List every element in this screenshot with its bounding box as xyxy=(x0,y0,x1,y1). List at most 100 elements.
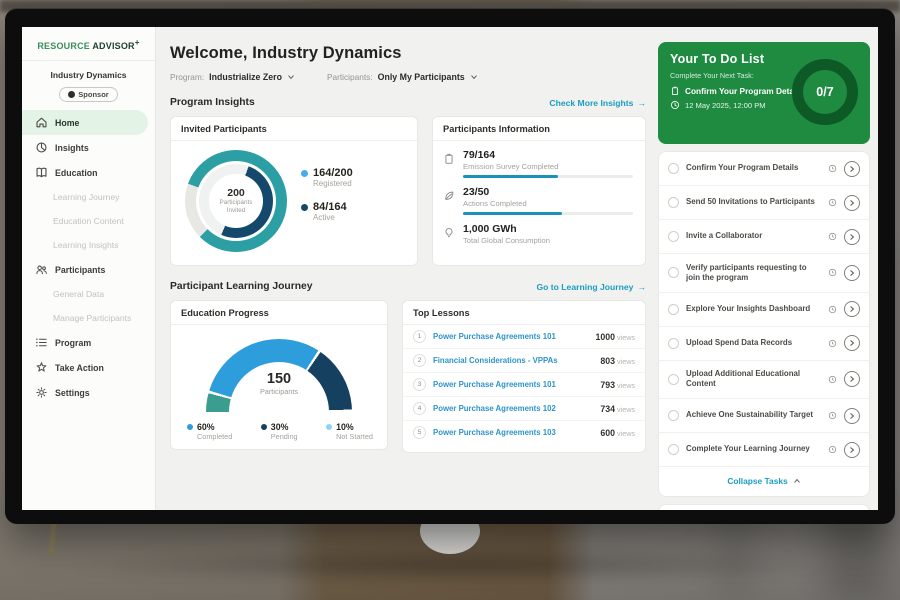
sidebar-item-education-content[interactable]: Education Content xyxy=(22,209,155,233)
book-icon xyxy=(35,166,48,179)
todo-task-list-card: Confirm Your Program Details Send 50 Inv… xyxy=(658,151,870,498)
task-row-complete-learning-journey[interactable]: Complete Your Learning Journey xyxy=(659,433,869,468)
chevron-right-icon[interactable] xyxy=(844,441,860,458)
legend-item-active: 84/164 Active xyxy=(301,201,353,222)
chevron-right-icon[interactable] xyxy=(844,228,860,245)
lesson-link[interactable]: Power Purchase Agreements 101 xyxy=(433,332,556,341)
chevron-right-icon[interactable] xyxy=(844,371,860,388)
clock-icon xyxy=(828,198,837,207)
sidebar-item-insights[interactable]: Insights xyxy=(22,135,155,160)
go-to-learning-journey-link[interactable]: Go to Learning Journey → xyxy=(536,281,646,292)
sidebar-item-label: General Data xyxy=(53,289,105,299)
task-row-verify-participants[interactable]: Verify participants requesting to join t… xyxy=(659,254,869,293)
progress-fill xyxy=(463,175,559,178)
arrow-right-icon: → xyxy=(637,97,646,108)
lesson-row: 4 Power Purchase Agreements 102 734 view… xyxy=(403,397,645,421)
task-row-explore-insights[interactable]: Explore Your Insights Dashboard xyxy=(659,293,869,327)
home-icon xyxy=(35,116,48,129)
sidebar-item-settings[interactable]: Settings xyxy=(22,380,155,405)
lesson-views: 793 views xyxy=(600,379,635,390)
top-lessons-title: Top Lessons xyxy=(403,301,645,325)
chevron-right-icon[interactable] xyxy=(844,264,860,281)
top-lessons-card: Top Lessons 1 Power Purchase Agreements … xyxy=(402,300,646,453)
task-row-achieve-target[interactable]: Achieve One Sustainability Target xyxy=(659,399,869,434)
donut-inner-ring xyxy=(199,164,273,238)
check-more-insights-link[interactable]: Check More Insights → xyxy=(549,97,646,108)
sidebar-item-take-action[interactable]: Take Action xyxy=(22,355,155,380)
lesson-rank: 2 xyxy=(413,354,426,367)
legend-dot xyxy=(260,424,267,430)
lesson-views: 734 views xyxy=(600,403,635,414)
clock-icon xyxy=(828,305,837,314)
chevron-right-icon[interactable] xyxy=(844,160,860,177)
monitor-bezel: RESOURCE ADVISOR+ Industry Dynamics Spon… xyxy=(5,8,895,524)
lesson-link[interactable]: Power Purchase Agreements 102 xyxy=(433,404,556,413)
chevron-right-icon[interactable] xyxy=(844,301,860,318)
task-checkbox[interactable] xyxy=(668,197,679,208)
sidebar-item-home[interactable]: Home xyxy=(22,110,148,135)
chevron-right-icon[interactable] xyxy=(844,407,860,424)
education-progress-card: Education Progress 150 Participants 60% xyxy=(170,300,388,450)
sponsor-badge[interactable]: Sponsor xyxy=(59,87,118,102)
sidebar-item-label: Participants xyxy=(55,264,106,275)
task-checkbox[interactable] xyxy=(668,337,679,349)
progress-fill xyxy=(463,212,562,215)
participants-filter-dropdown[interactable]: Participants: Only My Participants xyxy=(327,72,478,82)
sidebar-item-learning-insights[interactable]: Learning Insights xyxy=(22,233,155,257)
sidebar-item-learning-journey[interactable]: Learning Journey xyxy=(22,185,155,209)
program-filter-label: Program: xyxy=(170,72,205,82)
todo-summary-card: Your To Do List Complete Your Next Task:… xyxy=(658,42,870,144)
gauge-legend: 60% Completed 30% Pending xyxy=(171,412,387,441)
program-insights-header: Program Insights Check More Insights → xyxy=(170,97,646,108)
sidebar-item-participants[interactable]: Participants xyxy=(22,257,155,282)
main-content: Welcome, Industry Dynamics Program: Indu… xyxy=(156,27,658,510)
chevron-right-icon[interactable] xyxy=(844,194,860,211)
program-filter-dropdown[interactable]: Program: Industrialize Zero xyxy=(170,72,295,82)
collapse-tasks-link[interactable]: Collapse Tasks xyxy=(659,467,869,496)
recent-news-title: Recent News xyxy=(659,505,869,510)
invited-participants-title: Invited Participants xyxy=(171,117,417,141)
gauge-center-value: 150 xyxy=(266,371,292,387)
legend-dot xyxy=(326,424,333,430)
sidebar-item-manage-participants[interactable]: Manage Participants xyxy=(22,306,155,330)
task-checkbox[interactable] xyxy=(668,231,679,242)
brand-primary: RESOURCE xyxy=(37,41,90,51)
task-checkbox[interactable] xyxy=(668,303,679,315)
lesson-link[interactable]: Financial Considerations - VPPAs xyxy=(433,356,558,365)
sidebar-item-label: Insights xyxy=(55,142,89,153)
sidebar-item-general-data[interactable]: General Data xyxy=(22,282,155,306)
task-checkbox[interactable] xyxy=(668,444,679,456)
sidebar-item-label: Education Content xyxy=(53,216,124,226)
clock-icon xyxy=(828,375,837,384)
chevron-up-icon xyxy=(793,477,801,485)
invited-participants-card: Invited Participants 200 Participants In… xyxy=(170,116,418,266)
info-row-actions: 23/50 Actions Completed xyxy=(433,178,645,215)
legend-dot xyxy=(301,204,308,211)
lesson-rank: 5 xyxy=(413,426,426,439)
sidebar-item-education[interactable]: Education xyxy=(22,160,155,185)
todo-progress-ring: 0/7 xyxy=(792,59,858,125)
task-checkbox[interactable] xyxy=(668,410,679,422)
task-checkbox[interactable] xyxy=(668,373,679,385)
list-icon xyxy=(35,336,48,349)
participants-filter-label: Participants: xyxy=(326,72,373,82)
lesson-row: 1 Power Purchase Agreements 101 1000 vie… xyxy=(403,325,645,349)
education-progress-gauge-chart: 150 Participants xyxy=(206,339,352,412)
clock-icon xyxy=(828,339,837,348)
sidebar-item-program[interactable]: Program xyxy=(22,330,155,355)
lesson-link[interactable]: Power Purchase Agreements 101 xyxy=(433,380,556,389)
task-checkbox[interactable] xyxy=(668,267,679,279)
task-row-invite-collaborator[interactable]: Invite a Collaborator xyxy=(659,220,869,254)
task-row-upload-spend-data[interactable]: Upload Spend Data Records xyxy=(659,327,869,361)
task-row-confirm-program[interactable]: Confirm Your Program Details xyxy=(659,152,869,186)
task-row-send-invitations[interactable]: Send 50 Invitations to Participants xyxy=(659,186,869,220)
task-checkbox[interactable] xyxy=(668,163,679,174)
info-row-emission-survey: 79/164 Emission Survey Completed xyxy=(433,141,645,178)
task-row-upload-educational-content[interactable]: Upload Additional Educational Content xyxy=(659,361,869,400)
lesson-link[interactable]: Power Purchase Agreements 103 xyxy=(433,428,556,437)
lesson-row: 3 Power Purchase Agreements 101 793 view… xyxy=(403,373,645,397)
sidebar: RESOURCE ADVISOR+ Industry Dynamics Spon… xyxy=(22,27,156,510)
chevron-right-icon[interactable] xyxy=(844,335,860,352)
clock-icon xyxy=(670,100,680,110)
lesson-views: 1000 views xyxy=(595,331,635,342)
